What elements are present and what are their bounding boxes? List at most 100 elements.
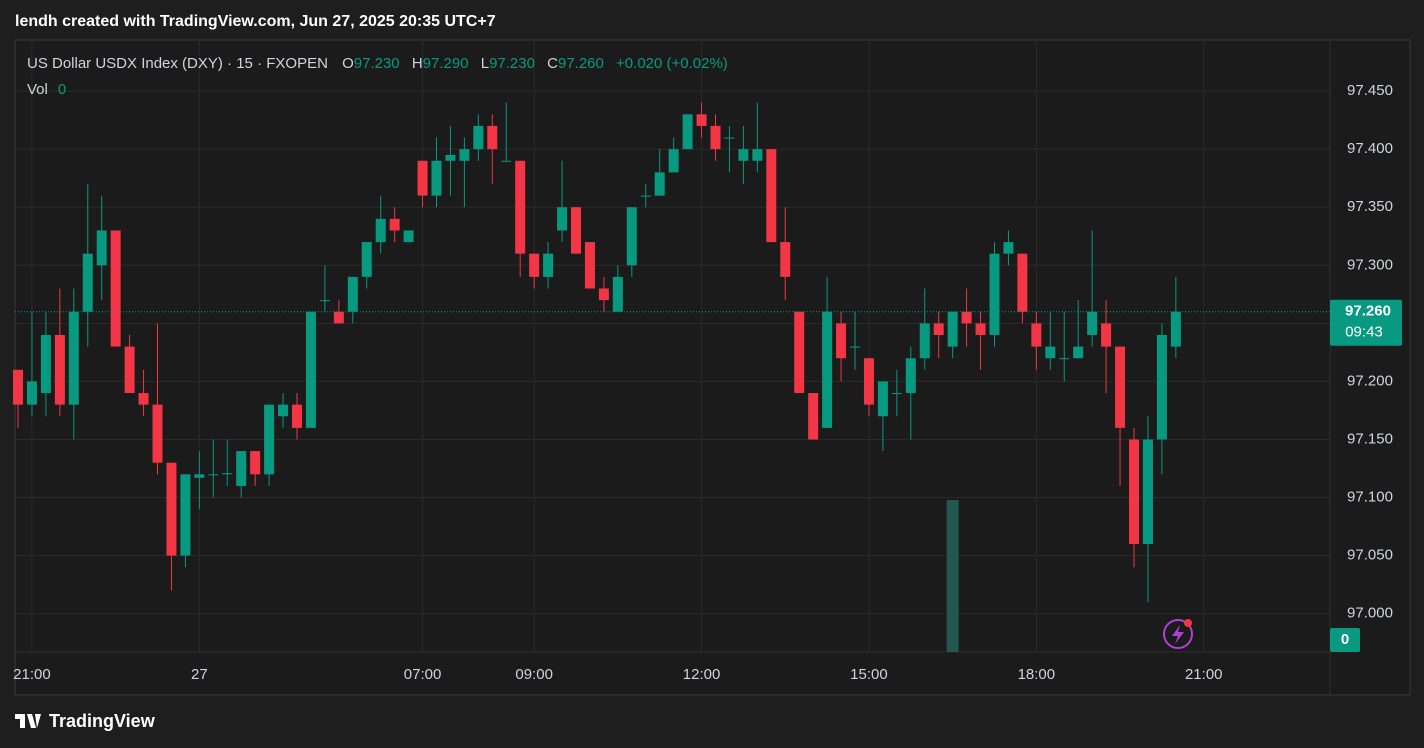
candle-body (919, 323, 930, 359)
candle-body (975, 323, 986, 335)
candle-body (1101, 323, 1112, 347)
legend-o: O (342, 55, 354, 72)
candle-body (1031, 323, 1042, 347)
overlay: 97.260 09:43 0 (15, 299, 1402, 652)
volume-tag (1330, 628, 1360, 652)
candle-body (905, 358, 916, 394)
y-tick-label: 97.300 (1347, 256, 1393, 273)
candle-body (640, 195, 651, 197)
candle-body (389, 218, 400, 231)
candle-body (319, 300, 330, 302)
candle-body (473, 125, 484, 150)
y-tick-label: 97.400 (1347, 140, 1393, 157)
grid: 97.00097.05097.10097.15097.20097.25097.3… (13, 40, 1393, 683)
candle-body (654, 172, 665, 196)
logo-mark[interactable] (15, 714, 41, 728)
candle-body (1156, 334, 1167, 440)
candle-body (264, 404, 275, 475)
price-tag-label: 97.260 (1345, 303, 1391, 320)
x-tick-label: 18:00 (1018, 666, 1056, 683)
candle-body (194, 474, 205, 478)
candle-body (1017, 253, 1028, 312)
x-tick-label: 15:00 (850, 666, 888, 683)
candle-body (1087, 311, 1098, 335)
legend-open: 97.230 (354, 55, 400, 72)
candle-body (1073, 346, 1084, 359)
marks (13, 102, 1181, 652)
candle-body (612, 276, 623, 312)
candle-body (850, 346, 860, 348)
legend-c: C (547, 55, 558, 72)
candle-body (961, 311, 972, 324)
candle-body (863, 358, 874, 405)
alert-bolt[interactable] (1172, 625, 1184, 644)
y-tick-label: 97.050 (1347, 547, 1393, 564)
candle-body (1142, 439, 1153, 544)
legend-title: US Dollar USDX Index (DXY) · 15 · FXOPEN (27, 55, 328, 72)
x-tick-label: 21:00 (13, 666, 51, 683)
candle-body (333, 311, 344, 324)
candle-body (166, 462, 177, 556)
candle-body (40, 334, 51, 394)
candle-body (584, 242, 595, 289)
candle-body (529, 253, 540, 277)
candle-body (794, 311, 805, 394)
candle-body (933, 323, 944, 335)
candle-body (278, 404, 289, 417)
candle-body (54, 334, 65, 405)
candle-body (487, 125, 498, 150)
candle-body (1115, 346, 1126, 428)
y-tick-label: 97.200 (1347, 372, 1393, 389)
legend: US Dollar USDX Index (DXY) · 15 · FXOPEN… (27, 55, 728, 72)
candle-body (236, 451, 247, 486)
candle-body (752, 149, 763, 161)
candle-body (557, 207, 568, 231)
candle-body (989, 253, 1000, 335)
price-tag (1330, 299, 1402, 346)
candle-body (208, 474, 219, 476)
logo[interactable]: TradingView (15, 711, 156, 731)
alert-dot[interactable] (1184, 619, 1192, 627)
candle-body (947, 311, 958, 347)
alert-icon[interactable] (1163, 619, 1193, 649)
legend-h: H (412, 55, 423, 72)
x-tick-label: 21:00 (1185, 666, 1223, 683)
candle-body (110, 230, 121, 347)
candle-body (361, 242, 372, 277)
candle-body (305, 311, 316, 428)
candle-body (766, 149, 777, 243)
candle-body (571, 207, 581, 254)
candle-body (724, 137, 735, 139)
y-tick-label: 97.350 (1347, 198, 1393, 215)
legend-change: +0.020 (+0.02%) (616, 55, 728, 72)
volume-tag-label: 0 (1341, 631, 1349, 648)
candle-body (459, 149, 470, 161)
candle-body (808, 393, 819, 440)
footer[interactable]: TradingView (49, 711, 156, 731)
legend-close: 97.260 (558, 55, 604, 72)
candle-body (891, 393, 902, 395)
candle-body (738, 149, 749, 161)
candle-body (1003, 242, 1014, 254)
candle-body (403, 230, 414, 243)
candle-body (780, 242, 791, 277)
countdown: 09:43 (1345, 324, 1383, 341)
candle-body (696, 114, 707, 126)
candle-body (250, 451, 261, 475)
y-tick-label: 97.450 (1347, 82, 1393, 99)
candle-body (822, 311, 833, 428)
candle-body (598, 288, 609, 301)
candle-body (375, 218, 386, 243)
candle-body (543, 253, 554, 277)
y-tick-label: 97.000 (1347, 605, 1393, 622)
vol-value: 0 (58, 81, 66, 98)
candle-body (292, 404, 302, 428)
candle-body (1045, 346, 1056, 359)
alert-ring[interactable] (1163, 619, 1193, 649)
legend-high: 97.290 (423, 55, 469, 72)
candle-body (1059, 358, 1070, 360)
candle-body (445, 154, 456, 161)
candle-body (138, 393, 149, 405)
candle-body (124, 346, 135, 394)
